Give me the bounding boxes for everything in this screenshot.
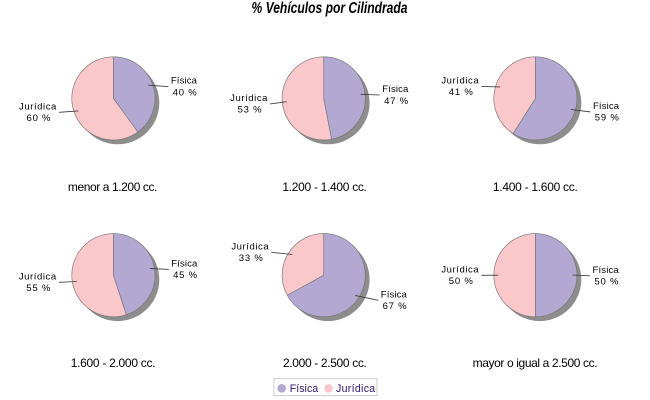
svg-text:Jurídica: Jurídica (336, 383, 375, 395)
svg-text:Física: Física (382, 84, 409, 95)
svg-text:menor a 1.200 cc.: menor a 1.200 cc. (68, 180, 157, 194)
svg-text:1.200 - 1.400 cc.: 1.200 - 1.400 cc. (282, 180, 367, 194)
svg-text:mayor o igual a 2.500 cc.: mayor o igual a 2.500 cc. (473, 356, 598, 370)
svg-text:50 %: 50 % (594, 277, 619, 288)
svg-text:47 %: 47 % (384, 96, 409, 107)
svg-text:41 %: 41 % (449, 87, 474, 98)
svg-text:Física: Física (381, 289, 408, 300)
svg-text:50 %: 50 % (449, 276, 474, 287)
svg-text:Jurídica: Jurídica (441, 75, 479, 86)
svg-text:59 %: 59 % (595, 113, 620, 124)
svg-text:Jurídica: Jurídica (19, 101, 57, 112)
svg-text:45 %: 45 % (173, 270, 198, 281)
svg-text:Física: Física (171, 76, 198, 87)
svg-text:Física: Física (593, 265, 620, 276)
svg-text:40 %: 40 % (173, 88, 198, 99)
svg-text:% Vehículos por Cilindrada: % Vehículos por Cilindrada (252, 0, 408, 17)
svg-text:Jurídica: Jurídica (441, 264, 479, 275)
svg-text:Jurídica: Jurídica (19, 271, 57, 282)
svg-text:Física: Física (593, 101, 620, 112)
svg-text:Jurídica: Jurídica (231, 241, 269, 252)
svg-text:1.600 - 2.000 cc.: 1.600 - 2.000 cc. (71, 356, 156, 370)
svg-text:2.000 - 2.500 cc.: 2.000 - 2.500 cc. (283, 356, 367, 370)
svg-text:53 %: 53 % (238, 105, 263, 116)
svg-text:67 %: 67 % (383, 301, 408, 312)
svg-text:Física: Física (290, 383, 319, 395)
svg-text:60 %: 60 % (27, 113, 52, 124)
svg-text:55 %: 55 % (26, 283, 51, 294)
svg-text:33 %: 33 % (239, 253, 264, 264)
svg-text:Física: Física (171, 258, 198, 269)
svg-text:Jurídica: Jurídica (230, 93, 268, 104)
svg-text:1.400 - 1.600 cc.: 1.400 - 1.600 cc. (493, 180, 578, 194)
